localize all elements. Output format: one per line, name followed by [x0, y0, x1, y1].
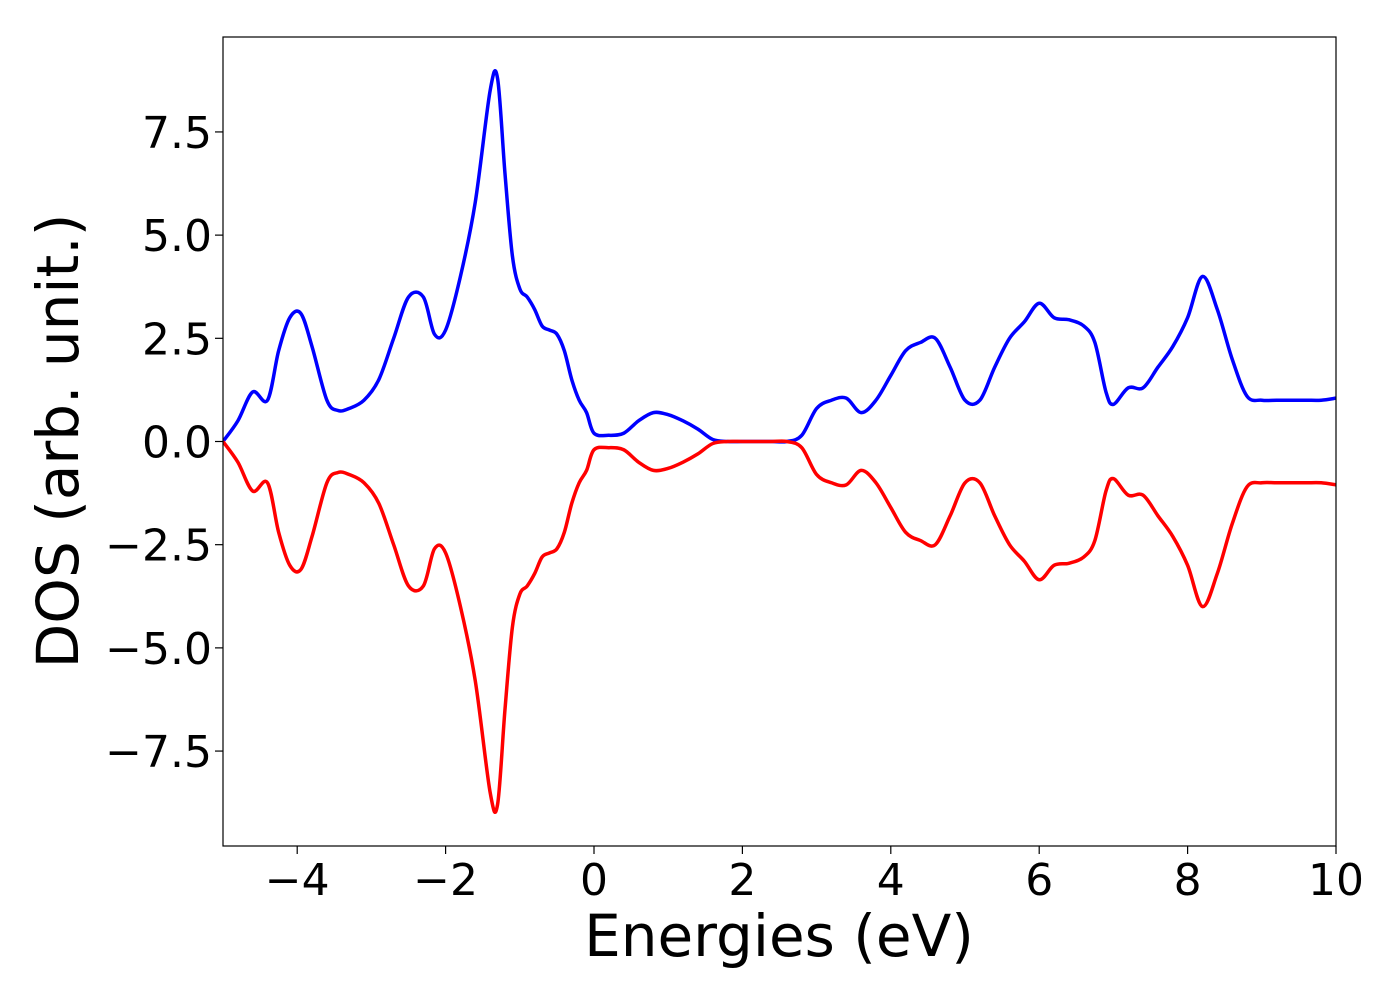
y-tick-label: 0.0 [142, 418, 212, 469]
x-tick-label: 8 [1174, 855, 1202, 906]
spin-down-dos-line [223, 439, 1336, 815]
x-axis-title: Energies (eV) [584, 902, 974, 970]
x-tick-label: 2 [728, 855, 756, 906]
x-axis-ticks: −4 −2 0 2 4 6 8 10 [265, 846, 1364, 906]
y-tick-label: −2.5 [105, 521, 212, 572]
x-tick-label: 0 [580, 855, 608, 906]
x-tick-label: 4 [877, 855, 905, 906]
y-tick-label: 2.5 [142, 314, 212, 365]
x-tick-label: 10 [1308, 855, 1364, 906]
x-tick-label: −4 [265, 855, 330, 906]
x-tick-label: −2 [413, 855, 478, 906]
plot-area [222, 36, 1337, 847]
y-axis-title: DOS (arb. unit.) [24, 214, 92, 669]
y-tick-label: −5.0 [105, 624, 212, 675]
spin-up-dos-line [223, 68, 1336, 444]
y-tick-label: −7.5 [105, 727, 212, 778]
x-tick-label: 6 [1025, 855, 1053, 906]
y-tick-label: 7.5 [142, 108, 212, 159]
y-tick-label: 5.0 [142, 211, 212, 262]
y-axis-ticks: −7.5 −5.0 −2.5 0.0 2.5 5.0 7.5 [105, 108, 223, 778]
